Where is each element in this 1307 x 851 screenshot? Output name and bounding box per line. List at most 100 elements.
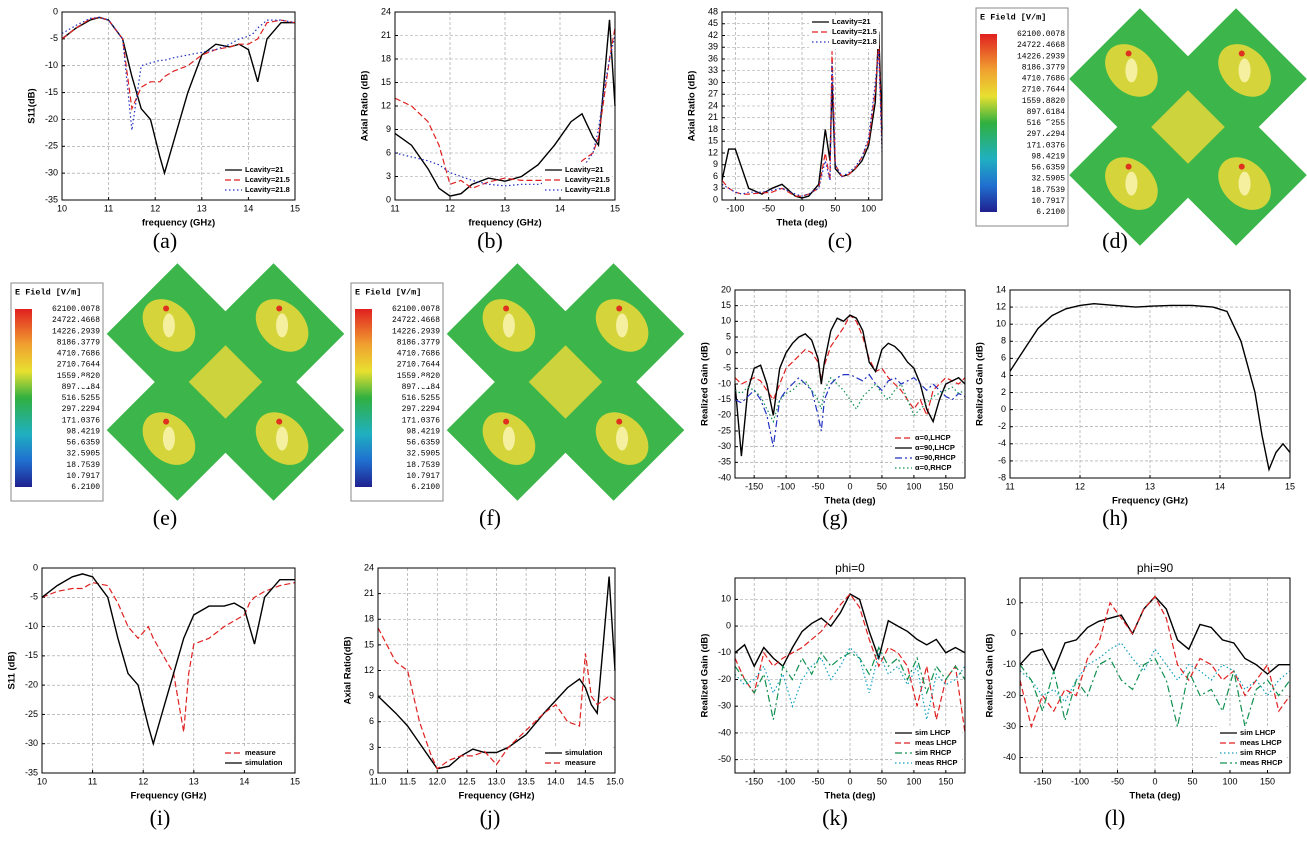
- y-tick-label: 0: [726, 347, 731, 357]
- legend-box: [222, 746, 292, 770]
- x-tick-label: 12: [150, 203, 160, 213]
- y-tick-label: -30: [25, 738, 38, 748]
- legend-box: [809, 15, 879, 49]
- legend-label: sim RHCP: [1240, 748, 1276, 757]
- x-tick-label: 15: [1285, 481, 1295, 491]
- chart-title: phi=90: [1137, 561, 1174, 575]
- y-tick-label: -20: [45, 114, 58, 124]
- series-line: [1019, 595, 1291, 729]
- y-tick-label: -6: [998, 455, 1006, 465]
- y-tick-label: -20: [1003, 690, 1016, 700]
- series-line: [734, 314, 966, 418]
- legend-label: meas RHCP: [915, 758, 958, 767]
- y-tick-label: 0: [1001, 404, 1006, 414]
- y-axis-label: Realized Gain (dB): [700, 634, 711, 718]
- colorbar-label: 18.7539: [66, 461, 100, 470]
- y-tick-label: 15: [381, 77, 391, 87]
- y-tick-label: 0: [726, 620, 731, 630]
- colorbar-label: 2710.7644: [397, 361, 440, 370]
- series-line: [734, 376, 966, 424]
- legend-label: Lcavity=21: [832, 17, 871, 26]
- y-tick-label: 27: [708, 89, 718, 99]
- y-tick-label: 45: [708, 18, 718, 28]
- y-tick-label: 6: [713, 171, 718, 181]
- x-tick-label: -50: [1111, 776, 1124, 786]
- x-tick-label: 13: [500, 203, 510, 213]
- plot-frame: [61, 11, 296, 201]
- colorbar-label: 18.7539: [1031, 186, 1065, 195]
- y-tick-label: 12: [996, 301, 1006, 311]
- x-tick-label: 14: [555, 203, 565, 213]
- y-tick-label: 9: [713, 159, 718, 169]
- legend-label: Lcavity=21.8: [832, 37, 877, 46]
- colorbar-label: 1559.8820: [1022, 97, 1065, 106]
- x-tick-label: 14.5: [577, 776, 595, 786]
- colorbar-label: 297.2294: [62, 405, 101, 414]
- plot-frame: [734, 577, 966, 774]
- y-tick-label: 30: [708, 77, 718, 87]
- field-peak: [1238, 163, 1245, 170]
- series-line: [1009, 302, 1291, 472]
- colorbar-label: 516.5255: [62, 394, 101, 403]
- colorbar-label: 14226.2939: [52, 327, 100, 336]
- y-tick-label: 21: [708, 112, 718, 122]
- x-tick-label: -100: [777, 481, 795, 491]
- colorbar-label: 24722.4668: [392, 316, 440, 325]
- colorbar-label: 897.6184: [1027, 108, 1066, 117]
- panel-caption: (j): [480, 805, 501, 830]
- x-tick-label: 100: [861, 203, 876, 213]
- y-tick-label: -30: [45, 168, 58, 178]
- x-tick-label: 12.5: [458, 776, 476, 786]
- mounting-hole: [1040, 121, 1053, 133]
- y-tick-label: 3: [386, 171, 391, 181]
- colorbar-label: 8186.3779: [397, 338, 440, 347]
- legend-label: sim LHCP: [915, 728, 950, 737]
- y-axis-label: Realized Gain (dB): [985, 634, 996, 718]
- x-tick-label: 150: [938, 776, 953, 786]
- field-peak: [616, 418, 623, 425]
- y-tick-label: 24: [708, 100, 718, 110]
- field-core: [1238, 171, 1251, 196]
- series-line: [721, 31, 883, 199]
- y-tick-label: -20: [25, 680, 38, 690]
- y-tick-label: -30: [718, 701, 731, 711]
- y-tick-label: 5: [726, 331, 731, 341]
- x-tick-label: 10: [57, 203, 67, 213]
- y-tick-label: 10: [721, 316, 731, 326]
- x-tick-label: 14: [1215, 481, 1225, 491]
- y-tick-label: -5: [50, 33, 58, 43]
- y-tick-label: 24: [381, 6, 391, 16]
- y-tick-label: 3: [713, 183, 718, 193]
- y-tick-label: -10: [1003, 659, 1016, 669]
- series-line: [721, 43, 883, 197]
- y-tick-label: 33: [708, 65, 718, 75]
- y-tick-label: -40: [718, 472, 731, 482]
- y-tick-label: 18: [381, 53, 391, 63]
- x-tick-label: 14: [239, 776, 249, 786]
- y-tick-label: 0: [386, 194, 391, 204]
- x-tick-label: 50: [877, 776, 887, 786]
- y-tick-label: 12: [381, 100, 391, 110]
- y-tick-label: 12: [708, 147, 718, 157]
- legend-label: simulation: [565, 748, 603, 757]
- x-tick-label: 15.0: [606, 776, 624, 786]
- colorbar-label: 10.7917: [66, 472, 100, 481]
- colorbar-label: 10.7917: [406, 472, 440, 481]
- panel-caption: (a): [153, 228, 177, 253]
- y-tick-label: -10: [718, 378, 731, 388]
- y-tick-label: 18: [708, 124, 718, 134]
- legend-label: Lcavity=21.5: [565, 175, 610, 184]
- y-tick-label: -35: [718, 457, 731, 467]
- y-tick-label: 42: [708, 30, 718, 40]
- series-line: [721, 51, 883, 197]
- field-peak: [1238, 50, 1245, 57]
- field-peak: [276, 305, 283, 312]
- y-axis-label: Axial Ratio (dB): [360, 71, 371, 142]
- colorbar-label: 6.2100: [411, 483, 440, 492]
- colorbar-label: 98.4219: [406, 427, 440, 436]
- field-core: [1125, 58, 1138, 83]
- x-axis-label: frequency (GHz): [468, 218, 541, 229]
- y-tick-label: 4: [1001, 370, 1006, 380]
- colorbar-label: 171.0376: [62, 416, 101, 425]
- field-core: [616, 313, 629, 338]
